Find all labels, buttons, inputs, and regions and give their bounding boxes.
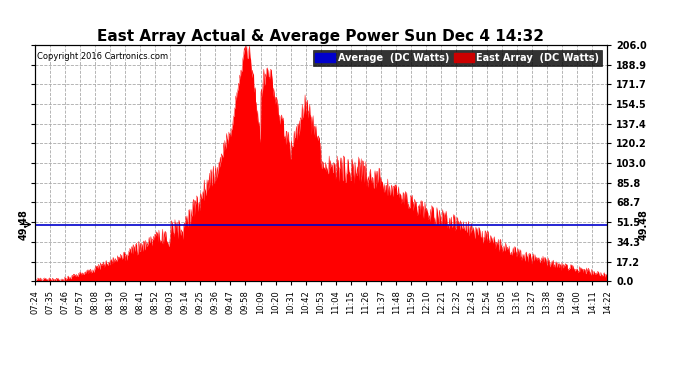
Title: East Array Actual & Average Power Sun Dec 4 14:32: East Array Actual & Average Power Sun De… <box>97 29 544 44</box>
Text: 49.48: 49.48 <box>19 209 29 240</box>
Legend: Average  (DC Watts), East Array  (DC Watts): Average (DC Watts), East Array (DC Watts… <box>313 50 602 66</box>
Text: Copyright 2016 Cartronics.com: Copyright 2016 Cartronics.com <box>37 52 168 61</box>
Text: 49.48: 49.48 <box>639 209 649 240</box>
